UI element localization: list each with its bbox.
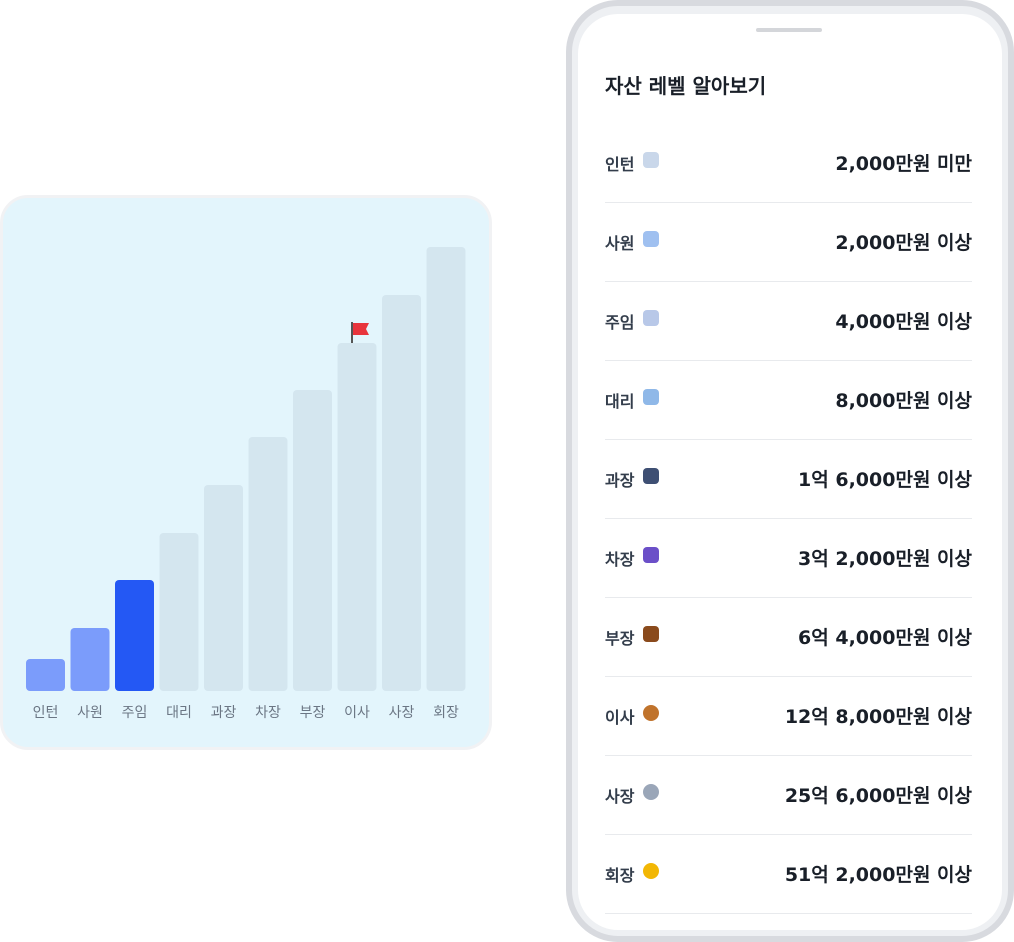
bar (426, 247, 466, 691)
chart-card: 인턴 사원 주임 대리 과장 차장 부장 이사 사장 회장 (0, 195, 492, 750)
x-tick-label: 과장 (211, 705, 237, 721)
bar (204, 485, 243, 691)
bar (115, 580, 154, 691)
level-value: 51억 2,000만원 이상 (784, 864, 972, 886)
x-tick-label: 인턴 (33, 705, 59, 721)
level-value: 12억 8,000만원 이상 (784, 706, 972, 728)
level-label: 부장 (605, 629, 635, 648)
level-icon (643, 231, 659, 247)
level-value: 6억 4,000만원 이상 (798, 627, 972, 649)
level-icon (643, 310, 659, 326)
x-tick-label: 주임 (122, 705, 148, 721)
level-row: 회장 51억 2,000만원 이상 (605, 834, 972, 914)
level-icon (643, 863, 659, 879)
x-tick-label: 회장 (433, 705, 459, 721)
x-tick-label: 대리 (166, 705, 192, 721)
level-row: 이사 12억 8,000만원 이상 (605, 676, 972, 756)
bar (70, 628, 110, 691)
level-value: 8,000만원 이상 (835, 390, 972, 412)
level-label: 회장 (605, 866, 635, 885)
panel-title: 자산 레벨 알아보기 (605, 74, 767, 98)
level-value: 1억 6,000만원 이상 (798, 469, 972, 491)
x-tick-label: 사장 (389, 705, 415, 721)
level-row: 사장 25억 6,000만원 이상 (605, 755, 972, 835)
level-icon (643, 626, 659, 642)
level-row: 대리 8,000만원 이상 (605, 360, 972, 440)
level-icon (643, 389, 659, 405)
level-icon (643, 152, 659, 168)
level-label: 차장 (605, 550, 635, 569)
level-row: 차장 3억 2,000만원 이상 (605, 518, 972, 598)
bar (337, 343, 377, 691)
level-label: 사장 (605, 787, 635, 806)
bar (159, 533, 199, 691)
level-value: 3억 2,000만원 이상 (798, 548, 972, 570)
level-icon (643, 468, 659, 484)
level-icon (643, 784, 659, 800)
level-value: 2,000만원 이상 (835, 232, 972, 254)
level-row: 과장 1억 6,000만원 이상 (605, 439, 972, 519)
bar (248, 437, 288, 691)
bar (293, 390, 332, 691)
level-label: 과장 (605, 471, 635, 490)
x-tick-label: 이사 (344, 705, 370, 721)
level-label: 사원 (605, 234, 635, 253)
level-label: 대리 (605, 392, 635, 411)
level-label: 인턴 (605, 155, 635, 174)
chart: 인턴 사원 주임 대리 과장 차장 부장 이사 사장 회장 (26, 247, 466, 721)
level-row: 인턴 2,000만원 미만 (605, 123, 972, 203)
x-tick-label: 사원 (77, 705, 103, 721)
notch (756, 28, 822, 32)
level-label: 이사 (605, 708, 635, 727)
x-tick-label: 차장 (255, 705, 281, 721)
bar (382, 295, 421, 691)
level-row: 사원 2,000만원 이상 (605, 202, 972, 282)
level-value: 25억 6,000만원 이상 (784, 785, 972, 807)
flag-icon (351, 322, 369, 344)
level-row: 주임 4,000만원 이상 (605, 281, 972, 361)
x-tick-label: 부장 (300, 705, 326, 721)
bar (26, 659, 65, 691)
level-value: 2,000만원 미만 (835, 153, 972, 175)
level-label: 주임 (605, 313, 635, 332)
level-icon (643, 547, 659, 563)
level-row: 부장 6억 4,000만원 이상 (605, 597, 972, 677)
level-icon (643, 705, 659, 721)
level-value: 4,000만원 이상 (835, 311, 972, 333)
